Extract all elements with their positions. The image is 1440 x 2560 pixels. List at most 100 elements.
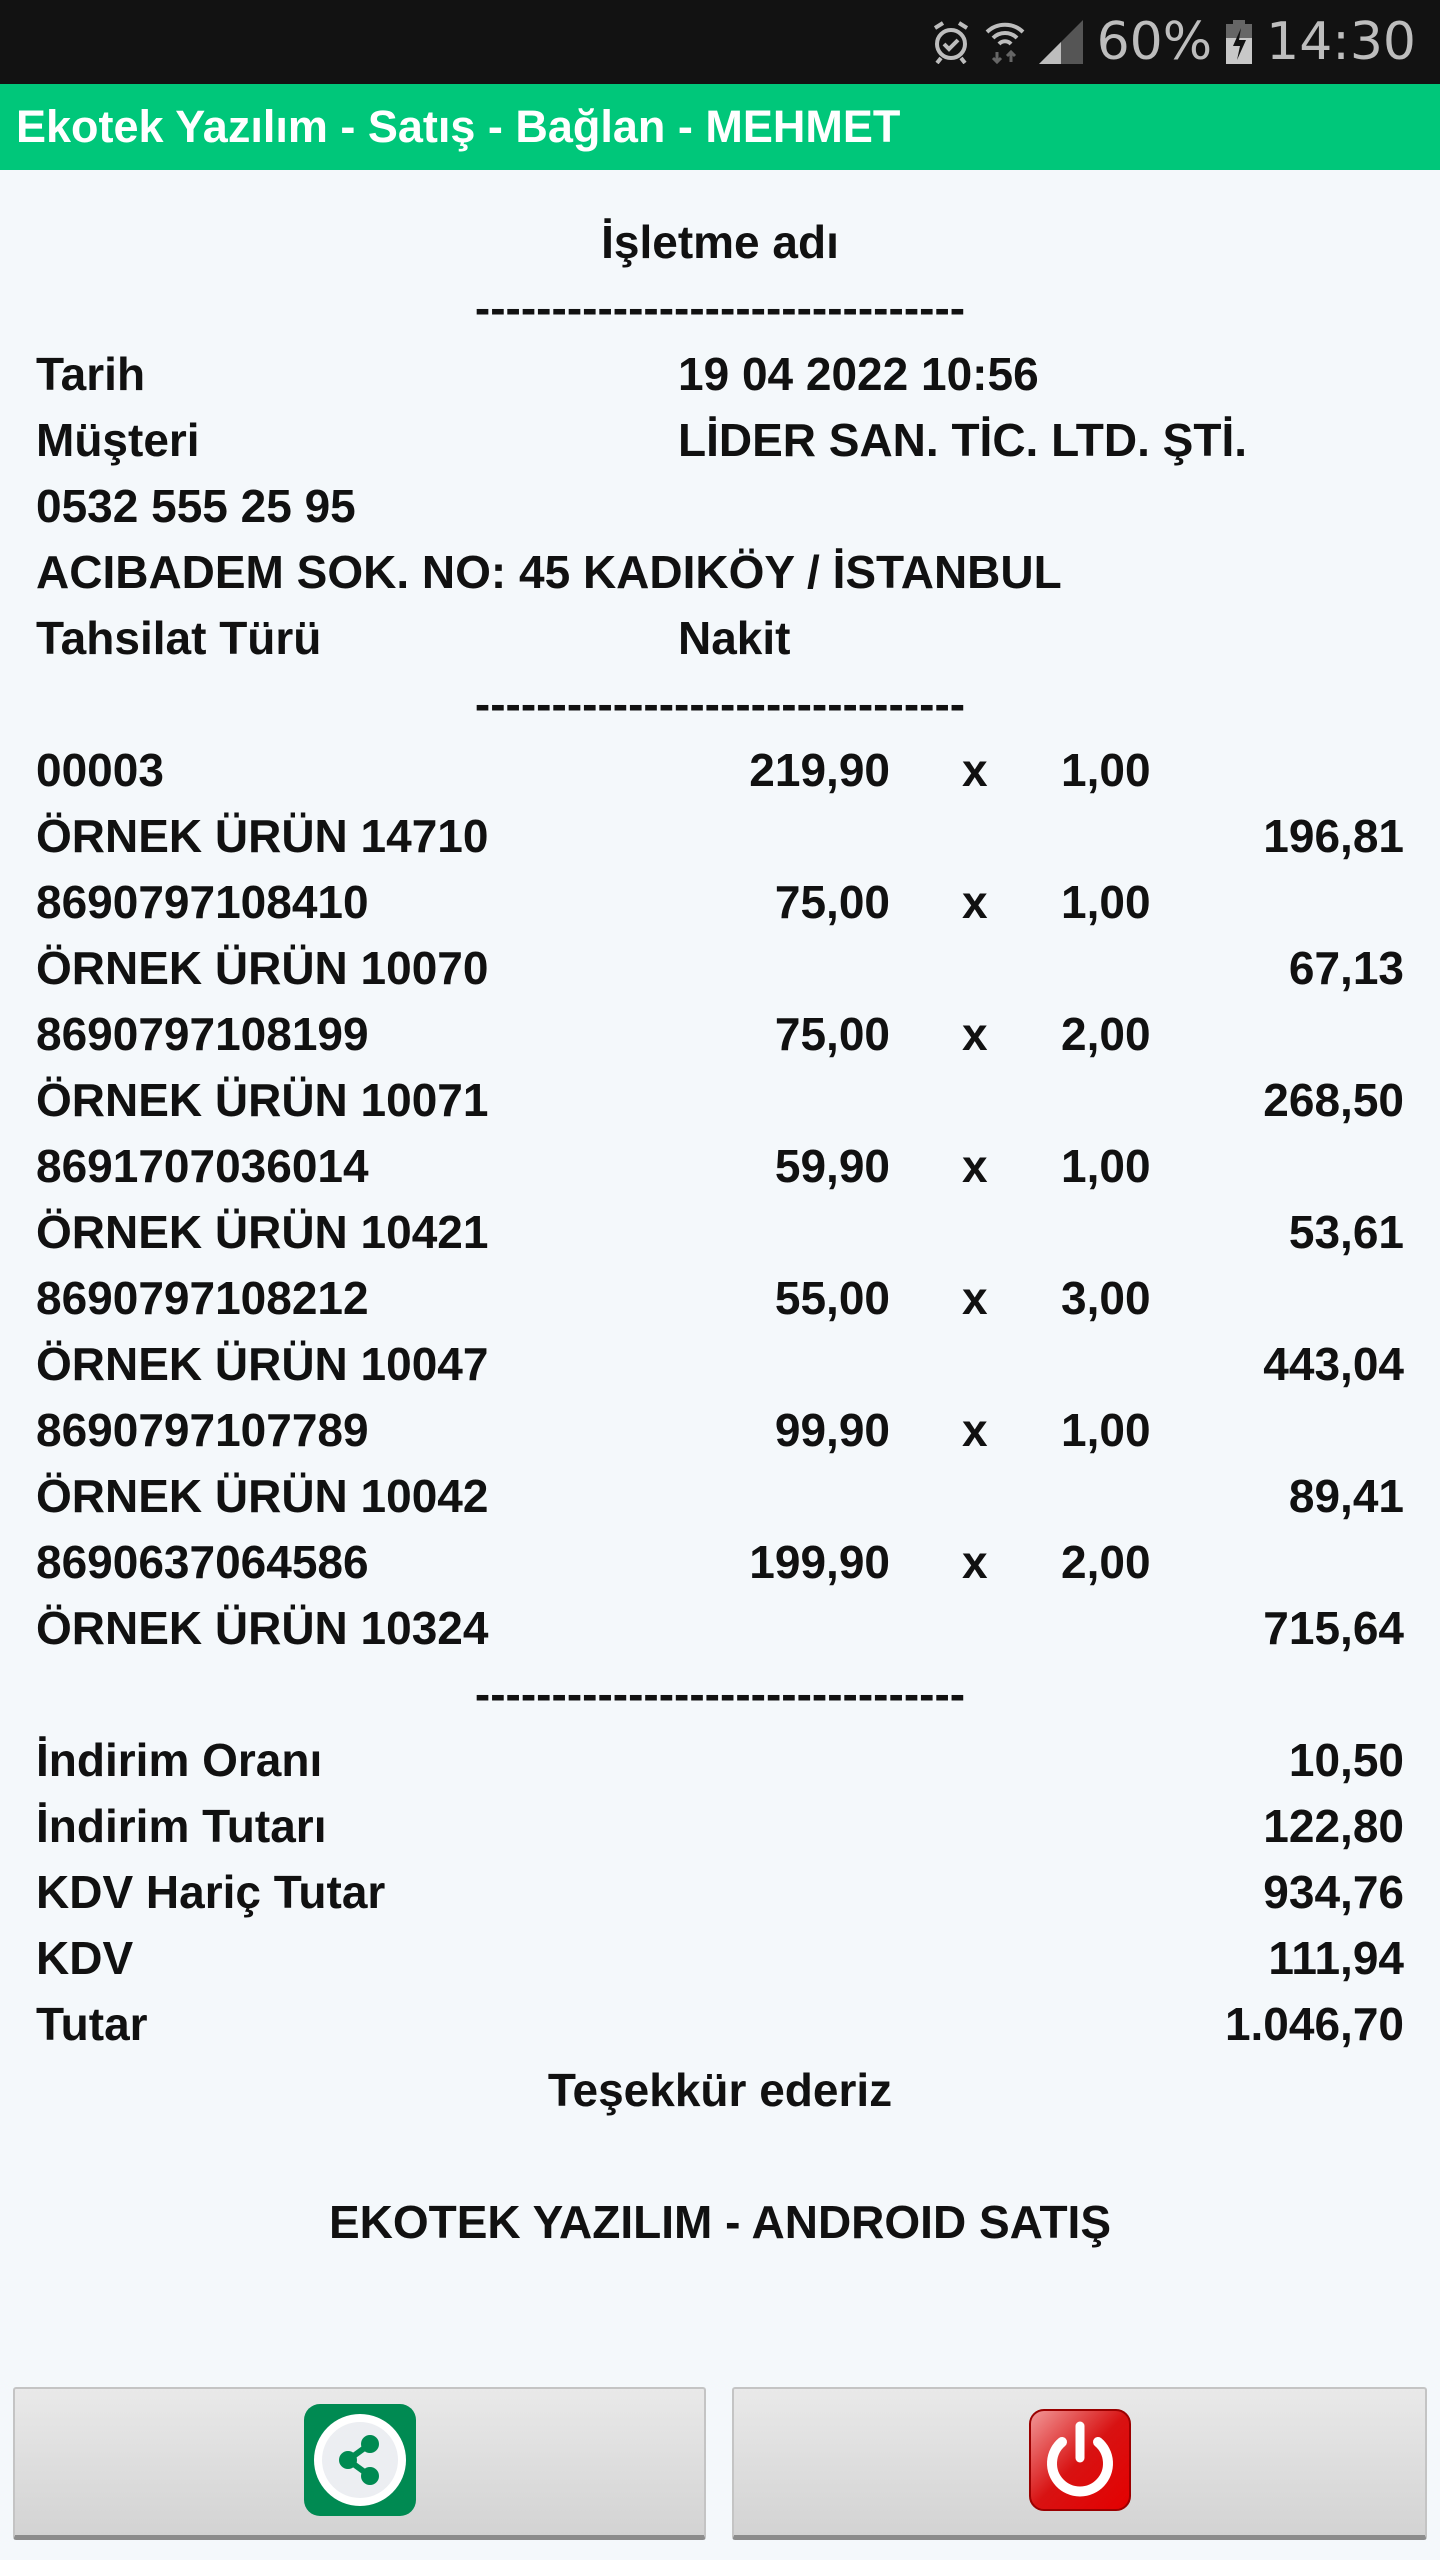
item-row: 8690797108212 55,00 x 3,00 [0,1265,1440,1331]
wifi-icon [985,20,1025,64]
signal-icon [1038,20,1083,64]
separator: -------------------------------- [474,282,966,334]
item-code: 8690797108212 [36,1272,369,1324]
item-row: 8691707036014 59,90 x 1,00 [0,1133,1440,1199]
item-price: 99,90 [774,1404,890,1456]
item-name: ÖRNEK ÜRÜN 10421 [36,1206,489,1258]
item-total: 443,04 [1263,1338,1404,1390]
item-qty: 1,00 [1061,1140,1151,1192]
separator: -------------------------------- [474,1668,966,1720]
item-qty: 1,00 [1061,744,1151,796]
item-row: 8690797107789 99,90 x 1,00 [0,1397,1440,1463]
power-icon [1028,2408,1132,2517]
times-sign: x [962,1140,988,1192]
item-name: ÖRNEK ÜRÜN 10324 [36,1602,489,1654]
total-value: 1.046,70 [1224,1998,1404,2050]
item-code: 8690637064586 [36,1536,369,1588]
total-label: Tutar [36,1998,148,2050]
item-total: 715,64 [1263,1602,1404,1654]
item-qty: 2,00 [1061,1008,1151,1060]
payment-value: Nakit [678,612,791,664]
total-row: KDV Hariç Tutar 934,76 [0,1859,1440,1925]
item-total: 268,50 [1263,1074,1404,1126]
payment-label: Tahsilat Türü [36,612,322,664]
item-total: 196,81 [1263,810,1404,862]
total-value: 122,80 [1263,1800,1404,1852]
item-name: ÖRNEK ÜRÜN 10070 [36,942,489,994]
customer-value: LİDER SAN. TİC. LTD. ŞTİ. [678,414,1248,466]
item-price: 75,00 [774,876,890,928]
times-sign: x [962,1272,988,1324]
total-row: İndirim Tutarı 122,80 [0,1793,1440,1859]
total-row: KDV 111,94 [0,1925,1440,1991]
item-total: 89,41 [1288,1470,1404,1522]
totals-list: İndirim Oranı 10,50 İndirim Tutarı 122,80 KD… [0,1727,1440,2057]
alarm-icon [931,20,971,64]
item-name: ÖRNEK ÜRÜN 14710 [36,810,489,862]
item-name-row: ÖRNEK ÜRÜN 14710 196,81 [0,803,1440,869]
footer-text: EKOTEK YAZILIM - ANDROID SATIŞ [328,2196,1112,2248]
item-row: 8690637064586 199,90 x 2,00 [0,1529,1440,1595]
business-name: İşletme adı [601,216,839,268]
item-name: ÖRNEK ÜRÜN 10071 [36,1074,489,1126]
item-code: 8690797107789 [36,1404,369,1456]
times-sign: x [962,744,988,796]
times-sign: x [962,1008,988,1060]
item-total: 53,61 [1288,1206,1404,1258]
item-total: 67,13 [1288,942,1404,994]
total-value: 934,76 [1263,1866,1404,1918]
phone: 0532 555 25 95 [36,480,356,532]
item-code: 8691707036014 [36,1140,369,1192]
item-name: ÖRNEK ÜRÜN 10042 [36,1470,489,1522]
times-sign: x [962,1404,988,1456]
item-name-row: ÖRNEK ÜRÜN 10071 268,50 [0,1067,1440,1133]
total-label: İndirim Oranı [36,1734,323,1786]
item-list: 00003 219,90 x 1,00 ÖRNEK ÜRÜN 14710 196,81 8… [0,737,1440,1661]
item-row: 8690797108199 75,00 x 2,00 [0,1001,1440,1067]
total-value: 10,50 [1288,1734,1404,1786]
date-value: 19 04 2022 10:56 [678,348,1039,400]
app-title: Ekotek Yazılım - Satış - Bağlan - MEHMET [16,101,901,152]
total-row: Tutar 1.046,70 [0,1991,1440,2057]
total-value: 111,94 [1268,1932,1404,1984]
item-row: 00003 219,90 x 1,00 [0,737,1440,803]
app-title-bar: Ekotek Yazılım - Satış - Bağlan - MEHMET [0,84,1440,170]
item-name-row: ÖRNEK ÜRÜN 10421 53,61 [0,1199,1440,1265]
total-label: KDV [36,1932,134,1984]
item-row: 8690797108410 75,00 x 1,00 [0,869,1440,935]
total-label: KDV Hariç Tutar [36,1866,386,1918]
item-code: 00003 [36,744,164,796]
item-name-row: ÖRNEK ÜRÜN 10042 89,41 [0,1463,1440,1529]
receipt: İşletme adı ----------------------------… [0,209,1440,2255]
battery-charging-icon [1226,20,1253,64]
item-qty: 1,00 [1061,1404,1151,1456]
item-name-row: ÖRNEK ÜRÜN 10324 715,64 [0,1595,1440,1661]
total-label: İndirim Tutarı [36,1800,327,1852]
address: ACIBADEM SOK. NO: 45 KADIKÖY / İSTANBUL [36,546,1062,598]
item-price: 219,90 [749,744,890,796]
item-qty: 2,00 [1061,1536,1151,1588]
item-qty: 3,00 [1061,1272,1151,1324]
separator: -------------------------------- [474,678,966,730]
item-qty: 1,00 [1061,876,1151,928]
item-code: 8690797108410 [36,876,369,928]
item-price: 59,90 [774,1140,890,1192]
item-code: 8690797108199 [36,1008,369,1060]
item-price: 75,00 [774,1008,890,1060]
times-sign: x [962,1536,988,1588]
thanks-text: Teşekkür ederiz [547,2064,893,2116]
item-name-row: ÖRNEK ÜRÜN 10070 67,13 [0,935,1440,1001]
times-sign: x [962,876,988,928]
item-price: 199,90 [749,1536,890,1588]
share-button[interactable] [13,2387,706,2540]
status-bar: 60% 14:30 [0,0,1440,84]
customer-label: Müşteri [36,414,200,466]
clock: 14:30 [1266,12,1416,72]
item-name: ÖRNEK ÜRÜN 10047 [36,1338,489,1390]
item-price: 55,00 [774,1272,890,1324]
share-icon [303,2403,416,2521]
date-label: Tarih [36,348,146,400]
total-row: İndirim Oranı 10,50 [0,1727,1440,1793]
exit-button[interactable] [732,2387,1427,2540]
battery-percent: 60% [1096,12,1213,72]
